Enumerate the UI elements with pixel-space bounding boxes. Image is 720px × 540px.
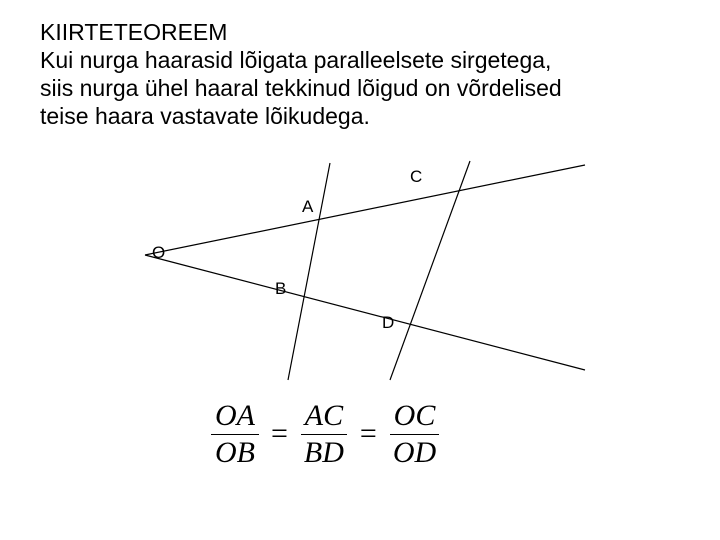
equals-2: =	[360, 417, 377, 451]
diagram-line	[145, 165, 585, 255]
fraction-3-num: OC	[390, 400, 440, 435]
label-C: C	[410, 167, 422, 187]
body-line-1: Kui nurga haarasid lõigata paralleelsete…	[40, 47, 551, 73]
fraction-3-den: OD	[389, 435, 440, 469]
label-B: B	[275, 279, 286, 299]
fraction-1-num: OA	[211, 400, 259, 435]
body-line-2: siis nurga ühel haaral tekkinud lõigud o…	[40, 75, 562, 101]
diagram-line	[288, 163, 330, 380]
fraction-2-num: AC	[301, 400, 347, 435]
body-line-3: teise haara vastavate lõikudega.	[40, 103, 370, 129]
equals-1: =	[271, 417, 288, 451]
page-title: KIIRTETEOREEM	[40, 18, 227, 47]
fraction-1-den: OB	[211, 435, 259, 469]
label-O: O	[152, 243, 165, 263]
fraction-2-den: BD	[300, 435, 348, 469]
fraction-2: AC BD	[300, 400, 348, 468]
diagram-line	[390, 161, 470, 380]
label-D: D	[382, 313, 394, 333]
fraction-3: OC OD	[389, 400, 440, 468]
diagram-svg	[120, 155, 600, 385]
formula: OA OB = AC BD = OC OD	[205, 400, 446, 468]
label-A: A	[302, 197, 313, 217]
theorem-text: Kui nurga haarasid lõigata paralleelsete…	[40, 46, 680, 130]
fraction-1: OA OB	[211, 400, 259, 468]
intercept-theorem-diagram: O A C B D	[120, 155, 600, 385]
diagram-line	[145, 255, 585, 370]
